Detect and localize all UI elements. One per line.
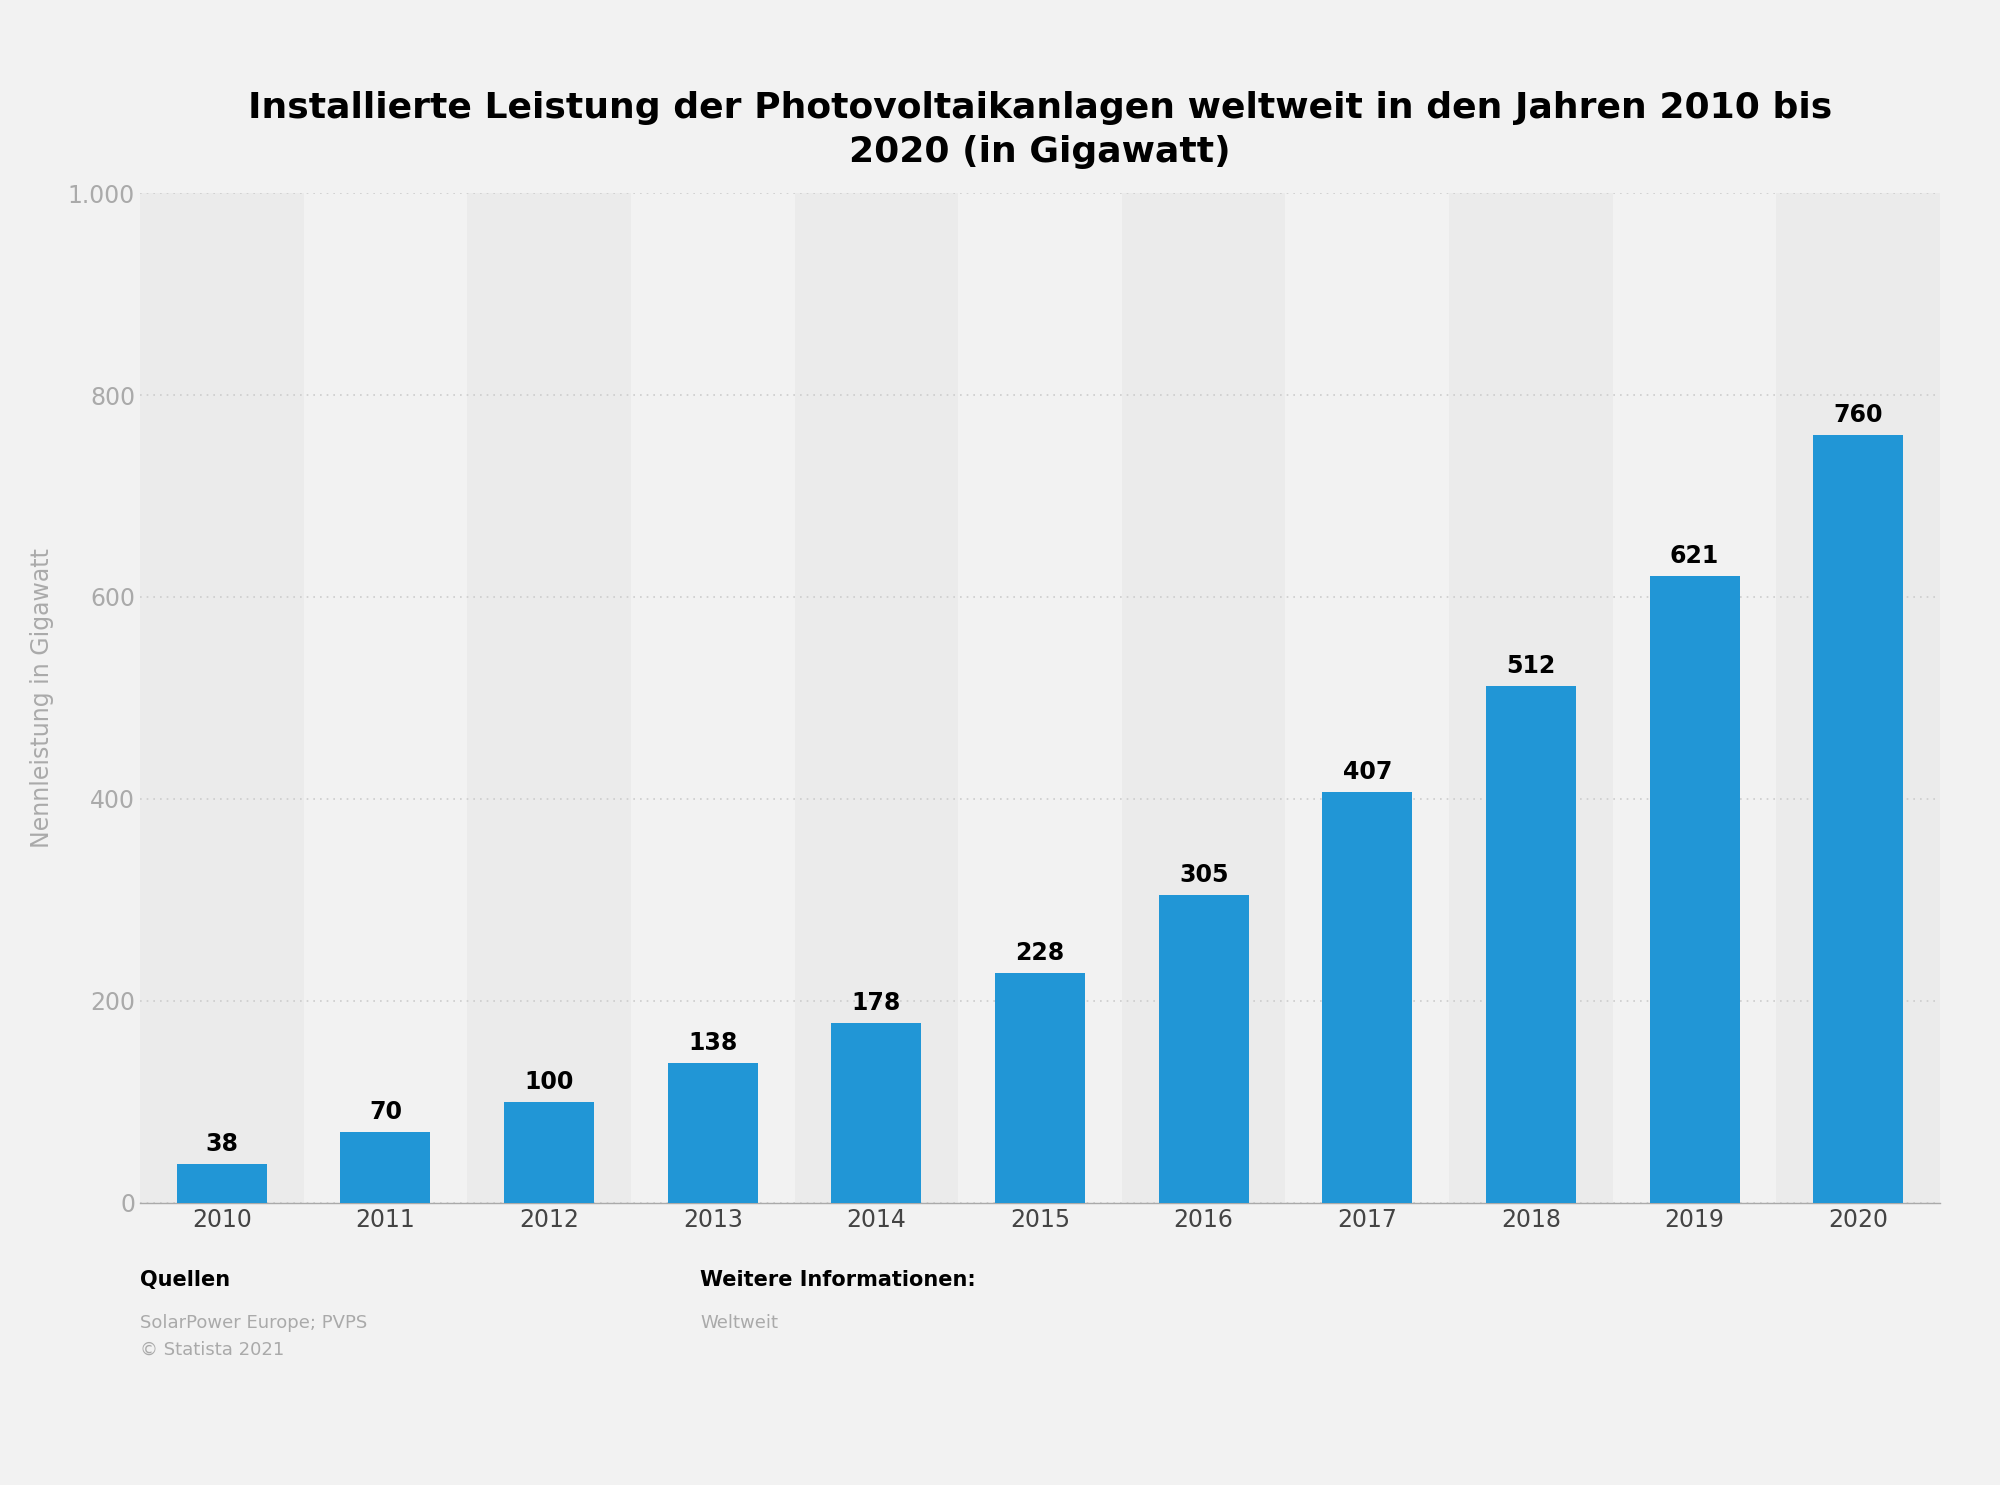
Title: Installierte Leistung der Photovoltaikanlagen weltweit in den Jahren 2010 bis
20: Installierte Leistung der Photovoltaikan… <box>248 91 1832 169</box>
Bar <box>1286 193 1450 1203</box>
Bar <box>996 973 1084 1203</box>
Bar <box>1450 193 1612 1203</box>
Text: 100: 100 <box>524 1069 574 1094</box>
Text: 178: 178 <box>852 990 902 1016</box>
Bar <box>176 1164 266 1203</box>
Bar <box>304 193 468 1203</box>
Y-axis label: Nennleistung in Gigawatt: Nennleistung in Gigawatt <box>30 548 54 848</box>
Text: Weltweit: Weltweit <box>700 1314 778 1332</box>
Bar <box>1612 193 1776 1203</box>
Bar <box>504 1102 594 1203</box>
Text: 305: 305 <box>1178 863 1228 887</box>
Bar <box>340 1132 430 1203</box>
Text: SolarPower Europe; PVPS
© Statista 2021: SolarPower Europe; PVPS © Statista 2021 <box>140 1314 368 1359</box>
Text: 760: 760 <box>1834 404 1882 428</box>
Bar <box>468 193 630 1203</box>
Text: 621: 621 <box>1670 544 1720 567</box>
Text: 512: 512 <box>1506 653 1556 677</box>
Text: 38: 38 <box>206 1133 238 1157</box>
Bar <box>140 193 304 1203</box>
Text: Quellen: Quellen <box>140 1270 230 1289</box>
Bar <box>668 1063 758 1203</box>
Text: 228: 228 <box>1016 940 1064 965</box>
Bar <box>1158 895 1248 1203</box>
Text: 70: 70 <box>368 1100 402 1124</box>
Bar <box>1122 193 1286 1203</box>
Bar <box>1322 792 1412 1203</box>
Text: 138: 138 <box>688 1032 738 1056</box>
Text: Weitere Informationen:: Weitere Informationen: <box>700 1270 976 1289</box>
Bar <box>630 193 794 1203</box>
Text: 407: 407 <box>1342 760 1392 784</box>
Bar <box>1486 686 1576 1203</box>
Bar <box>1650 576 1740 1203</box>
Bar <box>1814 435 1904 1203</box>
Bar <box>1776 193 1940 1203</box>
Bar <box>794 193 958 1203</box>
Bar <box>832 1023 922 1203</box>
Bar <box>958 193 1122 1203</box>
